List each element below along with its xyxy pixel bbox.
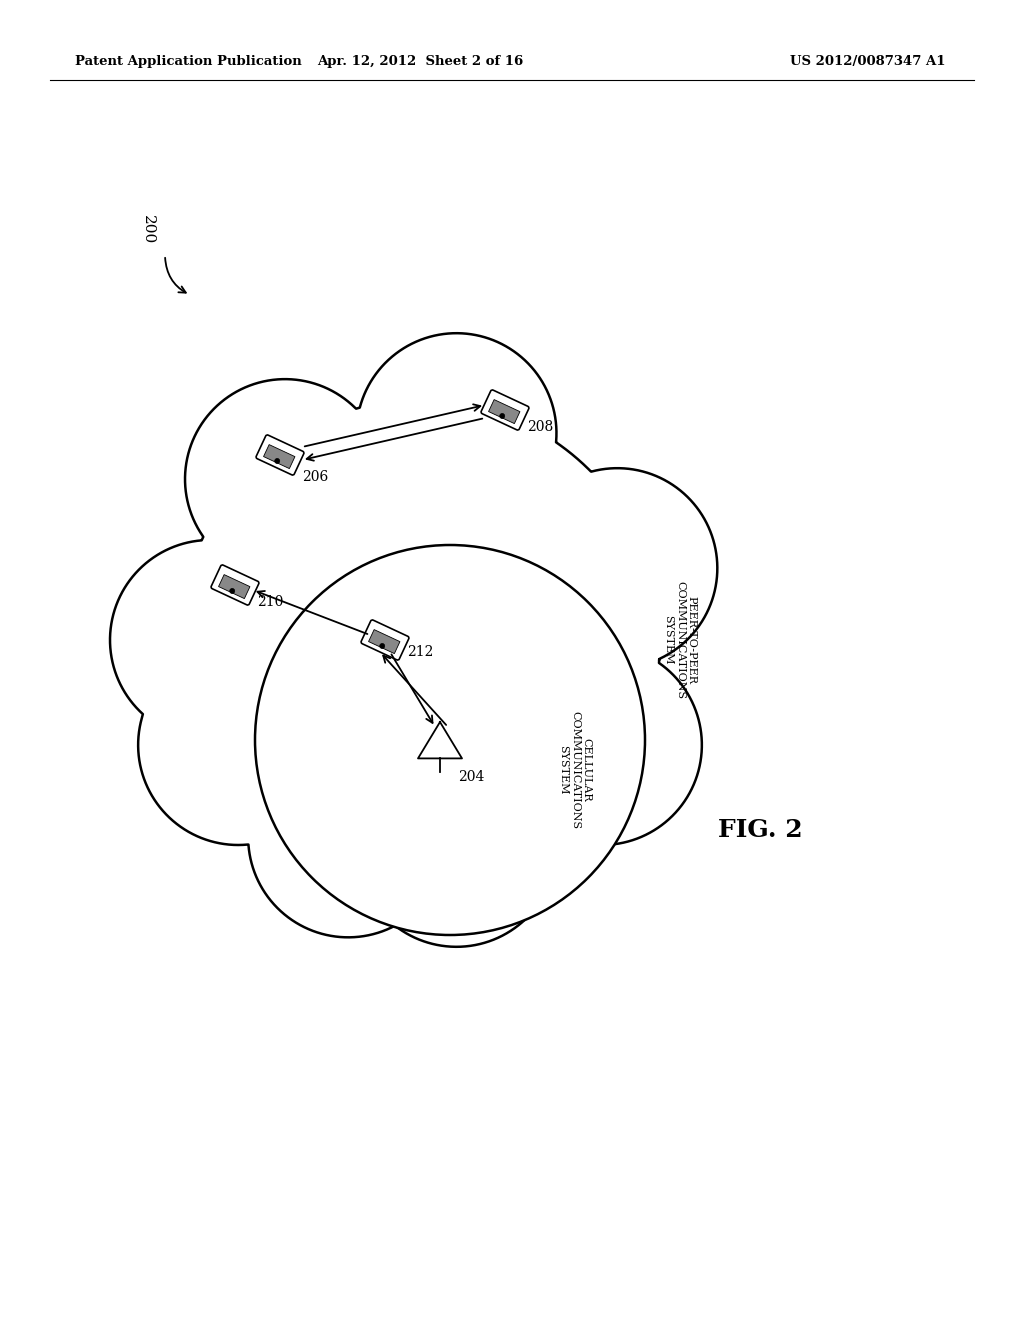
FancyBboxPatch shape <box>361 620 409 660</box>
Circle shape <box>380 643 385 648</box>
Text: US 2012/0087347 A1: US 2012/0087347 A1 <box>790 55 945 69</box>
Text: CELLULAR
COMMUNICATIONS
SYSTEM: CELLULAR COMMUNICATIONS SYSTEM <box>558 711 592 829</box>
Bar <box>369 630 400 653</box>
Text: 212: 212 <box>407 645 433 659</box>
Text: Patent Application Publication: Patent Application Publication <box>75 55 302 69</box>
Text: Apr. 12, 2012  Sheet 2 of 16: Apr. 12, 2012 Sheet 2 of 16 <box>316 55 523 69</box>
Bar <box>218 574 250 598</box>
Text: PEER-TO-PEER
COMMUNICATIONS
SYSTEM: PEER-TO-PEER COMMUNICATIONS SYSTEM <box>664 581 696 700</box>
Circle shape <box>229 589 234 594</box>
Text: 210: 210 <box>257 595 284 609</box>
Circle shape <box>274 458 280 463</box>
Bar <box>488 400 520 424</box>
Polygon shape <box>110 333 718 946</box>
Bar <box>263 445 295 469</box>
FancyBboxPatch shape <box>256 434 304 475</box>
Circle shape <box>255 545 645 935</box>
Text: FIG. 2: FIG. 2 <box>718 818 803 842</box>
Text: 208: 208 <box>527 420 553 434</box>
Circle shape <box>500 413 505 418</box>
FancyBboxPatch shape <box>481 389 529 430</box>
Text: 204: 204 <box>458 770 484 784</box>
Text: 200: 200 <box>141 215 155 244</box>
Text: 206: 206 <box>302 470 329 484</box>
FancyBboxPatch shape <box>211 565 259 605</box>
